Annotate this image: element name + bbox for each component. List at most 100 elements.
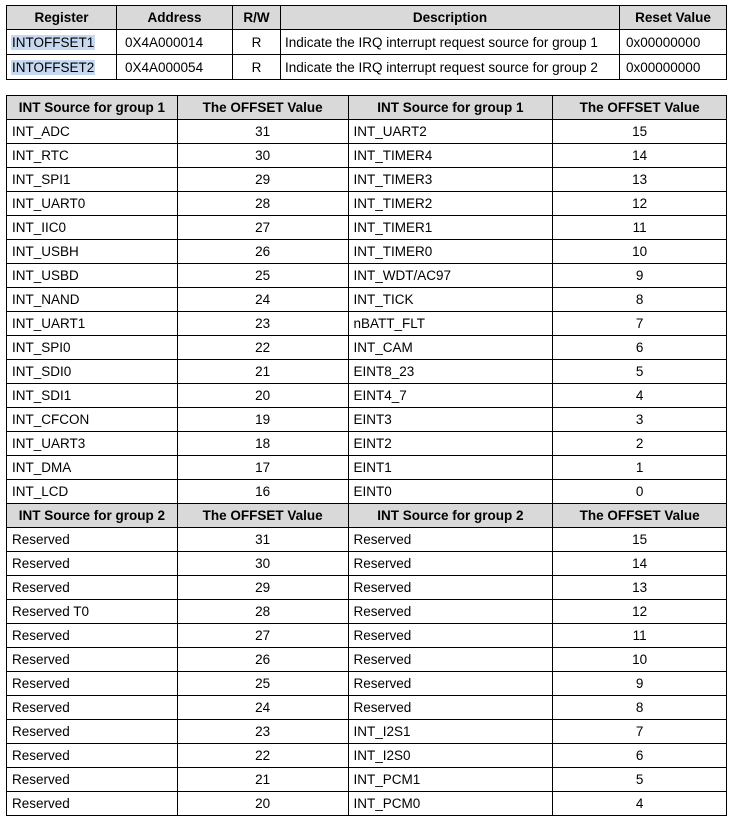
offset-value-cell: 23: [176, 719, 349, 744]
int-source-cell: INT_CFCON: [6, 407, 178, 432]
table-row: Reserved 20 INT_PCM0 4: [6, 791, 727, 816]
offset-value-cell: 0: [552, 479, 727, 504]
offset-value-cell: 31: [176, 119, 349, 144]
int-source-cell: INT_UART1: [6, 311, 178, 336]
offset-value-cell: 5: [552, 767, 727, 792]
table-row: INT_SPI0 22 INT_CAM 6: [6, 335, 727, 360]
int-source-cell: Reserved: [6, 791, 178, 816]
address-cell: 0X4A000014: [116, 29, 233, 55]
table-row: Reserved 23 INT_I2S1 7: [6, 719, 727, 744]
offset-value-cell: 19: [176, 407, 349, 432]
int-source-cell: INT_UART3: [6, 431, 178, 456]
column-header: INT Source for group 1: [6, 95, 178, 120]
int-source-cell: INT_TIMER4: [347, 143, 554, 168]
table-row: INTOFFSET1 0X4A000014 R Indicate the IRQ…: [6, 29, 727, 55]
int-source-cell: Reserved: [347, 695, 554, 720]
offset-value-cell: 13: [552, 575, 727, 600]
offset-value-cell: 29: [176, 575, 349, 600]
int-source-cell: Reserved: [6, 743, 178, 768]
int-source-cell: EINT2: [347, 431, 554, 456]
int-source-cell: Reserved: [347, 551, 554, 576]
table-row: INT_USBH 26 INT_TIMER0 10: [6, 239, 727, 264]
offset-value-cell: 28: [176, 599, 349, 624]
offset-value-cell: 15: [552, 527, 727, 552]
offset-value-cell: 17: [176, 455, 349, 480]
table-row: Reserved 21 INT_PCM1 5: [6, 767, 727, 792]
table-row: Reserved 30 Reserved 14: [6, 551, 727, 576]
int-source-cell: INT_TIMER3: [347, 167, 554, 192]
offset-table-body: INT Source for group 1 The OFFSET Value IN…: [6, 95, 727, 816]
int-source-cell: Reserved: [6, 575, 178, 600]
offset-value-cell: 9: [552, 671, 727, 696]
int-source-cell: INT_I2S0: [347, 743, 554, 768]
offset-value-cell: 21: [176, 767, 349, 792]
offset-value-cell: 5: [552, 359, 727, 384]
int-source-cell: INT_LCD: [6, 479, 178, 504]
table-row: Reserved T0 28 Reserved 12: [6, 599, 727, 624]
offset-value-cell: 3: [552, 407, 727, 432]
offset-value-cell: 12: [552, 599, 727, 624]
int-source-cell: Reserved: [347, 671, 554, 696]
table-row: INT_SPI1 29 INT_TIMER3 13: [6, 167, 727, 192]
column-header: INT Source for group 1: [347, 95, 554, 120]
column-header: Address: [116, 5, 233, 30]
offset-value-cell: 20: [176, 383, 349, 408]
offset-value-cell: 10: [552, 647, 727, 672]
offset-value-cell: 2: [552, 431, 727, 456]
table-row: INT_USBD 25 INT_WDT/AC97 9: [6, 263, 727, 288]
reset-value-cell: 0x00000000: [619, 54, 727, 80]
offset-value-cell: 25: [176, 671, 349, 696]
column-header: INT Source for group 2: [6, 503, 178, 528]
int-source-cell: EINT1: [347, 455, 554, 480]
offset-value-cell: 13: [552, 167, 727, 192]
offset-value-cell: 7: [552, 311, 727, 336]
table-row: Reserved 25 Reserved 9: [6, 671, 727, 696]
column-header: The OFFSET Value: [176, 503, 349, 528]
column-header: The OFFSET Value: [552, 95, 727, 120]
table-row: INT_SDI1 20 EINT4_7 4: [6, 383, 727, 408]
offset-value-cell: 30: [176, 143, 349, 168]
offset-value-cell: 12: [552, 191, 727, 216]
offset-value-cell: 20: [176, 791, 349, 816]
offset-table: INT Source for group 1 The OFFSET Value IN…: [6, 95, 727, 816]
table-row: INT_RTC 30 INT_TIMER4 14: [6, 143, 727, 168]
offset-value-cell: 7: [552, 719, 727, 744]
register-name: INTOFFSET1: [11, 34, 96, 50]
int-source-cell: Reserved: [6, 527, 178, 552]
register-table-header-row: Register Address R/W Description Reset V…: [6, 5, 727, 30]
table-row: INT_ADC 31 INT_UART2 15: [6, 119, 727, 144]
offset-value-cell: 14: [552, 143, 727, 168]
int-source-cell: INT_SPI1: [6, 167, 178, 192]
offset-value-cell: 26: [176, 239, 349, 264]
int-source-cell: INT_PCM0: [347, 791, 554, 816]
int-source-cell: INT_USBD: [6, 263, 178, 288]
int-source-cell: Reserved T0: [6, 599, 178, 624]
int-source-cell: Reserved: [347, 575, 554, 600]
table-row: Reserved 22 INT_I2S0 6: [6, 743, 727, 768]
offset-value-cell: 23: [176, 311, 349, 336]
offset-value-cell: 8: [552, 287, 727, 312]
table-row: INT_CFCON 19 EINT3 3: [6, 407, 727, 432]
int-source-cell: EINT0: [347, 479, 554, 504]
int-source-cell: EINT3: [347, 407, 554, 432]
int-source-cell: Reserved: [6, 623, 178, 648]
offset-value-cell: 6: [552, 335, 727, 360]
int-source-cell: INT_TIMER2: [347, 191, 554, 216]
int-source-cell: INT_I2S1: [347, 719, 554, 744]
register-name-cell: INTOFFSET2: [6, 54, 117, 80]
table-row: INT_LCD 16 EINT0 0: [6, 479, 727, 504]
offset-value-cell: 26: [176, 647, 349, 672]
offset-value-cell: 11: [552, 623, 727, 648]
description-cell: Indicate the IRQ interrupt request sourc…: [280, 29, 620, 55]
table-row: INT_UART0 28 INT_TIMER2 12: [6, 191, 727, 216]
int-source-cell: INT_SDI1: [6, 383, 178, 408]
int-source-cell: Reserved: [6, 647, 178, 672]
int-source-cell: Reserved: [347, 527, 554, 552]
int-source-cell: Reserved: [347, 647, 554, 672]
int-source-cell: INT_SPI0: [6, 335, 178, 360]
int-source-cell: Reserved: [6, 767, 178, 792]
table-row: INT_UART3 18 EINT2 2: [6, 431, 727, 456]
offset-value-cell: 15: [552, 119, 727, 144]
offset-value-cell: 21: [176, 359, 349, 384]
int-source-cell: INT_UART2: [347, 119, 554, 144]
